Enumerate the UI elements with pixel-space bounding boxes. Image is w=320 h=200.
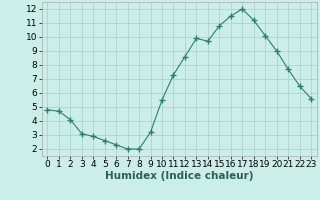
X-axis label: Humidex (Indice chaleur): Humidex (Indice chaleur) (105, 171, 253, 181)
